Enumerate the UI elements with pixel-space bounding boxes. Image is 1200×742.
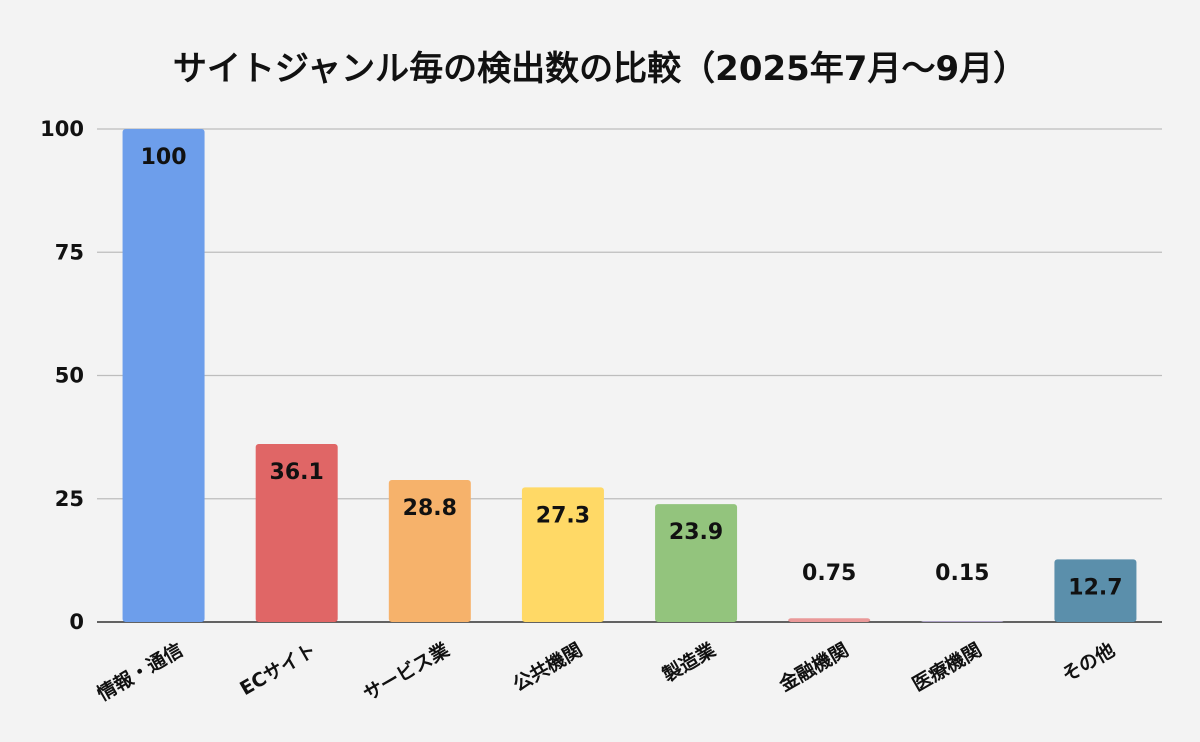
x-tick-label: サービス業 — [359, 638, 454, 706]
x-tick-label: 公共機関 — [509, 638, 586, 696]
data-label: 100 — [141, 145, 187, 170]
y-axis: 0 25 50 75 100 — [40, 117, 84, 634]
y-tick-label: 100 — [40, 117, 84, 141]
data-label: 23.9 — [669, 520, 723, 545]
y-tick-label: 75 — [55, 240, 84, 264]
x-tick-label: その他 — [1058, 638, 1119, 686]
bar — [655, 504, 738, 622]
y-tick-label: 25 — [55, 487, 84, 511]
x-tick-label: ECサイト — [236, 639, 320, 700]
data-label: 27.3 — [536, 503, 590, 528]
bar — [521, 487, 604, 622]
bar — [788, 618, 871, 622]
bar — [388, 480, 471, 622]
bars — [122, 129, 1137, 622]
y-tick-label: 50 — [55, 364, 84, 388]
x-tick-label: 情報・通信 — [93, 638, 187, 705]
x-axis: 情報・通信 ECサイト サービス業 公共機関 製造業 金融機関 医療機関 その他 — [93, 638, 1119, 706]
data-label: 28.8 — [403, 496, 457, 521]
data-label: 12.7 — [1068, 575, 1122, 600]
y-tick-label: 0 — [69, 610, 84, 634]
x-tick-label: 製造業 — [658, 638, 721, 687]
bar — [122, 129, 205, 622]
bar — [1054, 559, 1137, 622]
data-label: 36.1 — [270, 460, 324, 485]
data-label: 0.15 — [935, 561, 989, 586]
data-label: 0.75 — [802, 561, 856, 586]
data-labels: 100 36.1 28.8 27.3 23.9 0.75 0.15 12.7 — [141, 145, 1123, 600]
bar — [255, 444, 338, 622]
chart-title: サイトジャンル毎の検出数の比較（2025年7月～9月） — [173, 49, 1027, 89]
bar — [921, 621, 1004, 622]
x-tick-label: 医療機関 — [908, 638, 985, 696]
x-tick-label: 金融機関 — [774, 638, 852, 696]
